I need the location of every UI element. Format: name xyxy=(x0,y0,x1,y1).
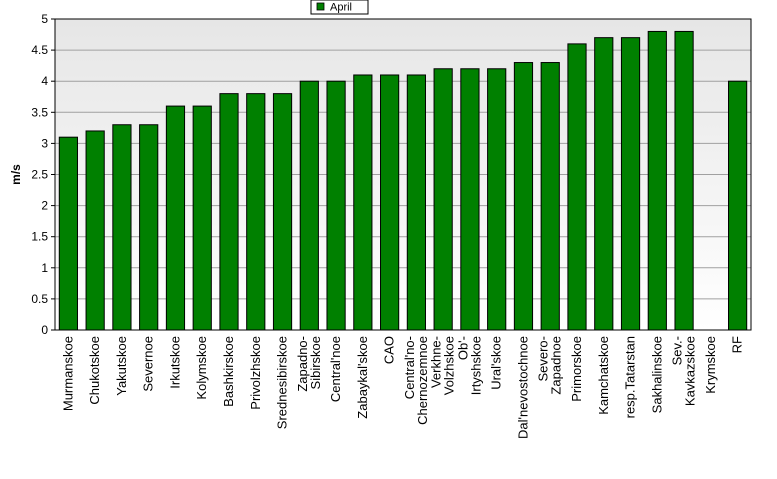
x-tick-label: Dal'nevostochnoe xyxy=(515,336,530,439)
legend[interactable]: April xyxy=(310,0,369,15)
y-tick-label: 2.5 xyxy=(31,168,48,182)
y-tick-label: 4 xyxy=(41,74,48,88)
y-axis-title: m/s xyxy=(9,164,23,185)
bar[interactable] xyxy=(165,105,186,331)
y-axis-ticks: 0 0.5 1 1.5 2 2.5 3 3.5 4 4.5 5 xyxy=(31,12,55,337)
bar[interactable] xyxy=(620,37,641,331)
x-tick-label: Primorskoe xyxy=(569,336,584,402)
bar[interactable] xyxy=(728,80,748,331)
bar[interactable] xyxy=(326,80,346,331)
x-tick-label: Central'no-Chernozemnoe xyxy=(402,336,430,425)
x-tick-label: Srednesibirskoe xyxy=(275,336,290,429)
x-tick-label: Bashkirskoe xyxy=(221,336,236,407)
bar[interactable] xyxy=(460,68,480,331)
legend-label: April xyxy=(330,2,352,14)
y-tick-label: 1 xyxy=(41,261,48,275)
x-tick-label: Zabaykal'skoe xyxy=(355,336,370,419)
y-tick-label: 0 xyxy=(41,323,48,337)
bars xyxy=(58,30,748,331)
bar[interactable] xyxy=(433,68,453,331)
bar[interactable] xyxy=(299,80,319,331)
x-tick-label: Central'noe xyxy=(328,336,343,402)
x-tick-label: Verkhne-Volzhskoe xyxy=(429,336,457,395)
x-tick-label: Ural'skoe xyxy=(489,336,504,390)
x-tick-label: Severnoe xyxy=(141,336,156,392)
y-tick-label: 3.5 xyxy=(31,105,48,119)
y-tick-label: 1.5 xyxy=(31,230,48,244)
bar[interactable] xyxy=(567,43,587,331)
y-tick-label: 3 xyxy=(41,136,48,150)
x-tick-label: Privolzhskoe xyxy=(248,336,263,410)
bar[interactable] xyxy=(647,30,667,331)
bar[interactable] xyxy=(272,93,293,331)
bar[interactable] xyxy=(112,124,132,331)
bar[interactable] xyxy=(487,68,507,331)
bar[interactable] xyxy=(219,93,239,331)
x-tick-label: Sev.-Kavkazskoe xyxy=(670,336,698,406)
x-tick-label: Zapadno-Sibirskoe xyxy=(295,336,323,392)
bar[interactable] xyxy=(58,136,78,331)
x-tick-label: Sakhalinskoe xyxy=(649,336,664,413)
bar[interactable] xyxy=(139,124,159,331)
x-axis-labels: Murmanskoe Chukotskoe Yakutskoe Severnoe Irk… xyxy=(60,336,744,439)
x-tick-label: Ob'-Irtyshskoe xyxy=(455,336,483,395)
bar[interactable] xyxy=(540,62,560,331)
x-tick-label: resp.Tatarstan xyxy=(623,336,638,418)
x-tick-label: Krymskoe xyxy=(703,336,718,394)
bar[interactable] xyxy=(594,37,614,331)
x-tick-label: Severo-Zapadnoe xyxy=(536,336,564,395)
x-tick-label: Chukotskoe xyxy=(87,336,102,405)
legend-swatch xyxy=(316,2,325,11)
bar[interactable] xyxy=(192,105,212,331)
x-tick-label: Irkutskoe xyxy=(167,336,182,389)
x-tick-label: CAO xyxy=(382,336,397,364)
bar[interactable] xyxy=(246,93,266,331)
x-tick-label: Murmanskoe xyxy=(60,336,75,411)
bar[interactable] xyxy=(353,74,373,331)
x-tick-label: Yakutskoe xyxy=(114,336,129,396)
x-tick-label: Kolymskoe xyxy=(194,336,209,400)
y-tick-label: 0.5 xyxy=(31,292,48,306)
bar[interactable] xyxy=(406,74,426,331)
bar[interactable] xyxy=(85,130,105,331)
y-tick-label: 4.5 xyxy=(31,43,48,57)
bar[interactable] xyxy=(380,74,400,331)
x-tick-label: RF xyxy=(730,336,745,353)
legend-box xyxy=(310,0,369,15)
x-tick-label: Kamchatskoe xyxy=(596,336,611,415)
bar[interactable] xyxy=(513,62,534,331)
y-tick-label: 5 xyxy=(41,12,48,26)
bar[interactable] xyxy=(674,30,694,331)
y-tick-label: 2 xyxy=(41,199,48,213)
